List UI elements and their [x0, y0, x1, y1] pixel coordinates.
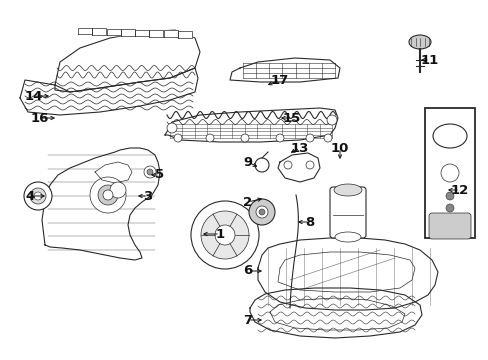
Polygon shape [229, 58, 339, 82]
Circle shape [110, 182, 126, 198]
Circle shape [305, 161, 313, 169]
Text: 15: 15 [282, 112, 301, 125]
Circle shape [103, 190, 113, 200]
Circle shape [254, 158, 268, 172]
Polygon shape [121, 29, 135, 36]
Polygon shape [20, 68, 198, 115]
Text: 5: 5 [155, 168, 164, 181]
Circle shape [24, 182, 52, 210]
Circle shape [305, 134, 313, 142]
Circle shape [440, 164, 458, 182]
Text: 13: 13 [290, 141, 308, 154]
Circle shape [174, 134, 182, 142]
Circle shape [324, 134, 331, 142]
Text: 8: 8 [305, 216, 314, 229]
Text: 3: 3 [143, 189, 152, 202]
Text: 1: 1 [215, 228, 224, 240]
Circle shape [248, 199, 274, 225]
Bar [424, 108, 474, 238]
Polygon shape [178, 31, 192, 37]
Circle shape [445, 204, 453, 212]
FancyBboxPatch shape [428, 213, 470, 239]
Polygon shape [164, 108, 337, 142]
Text: 14: 14 [25, 90, 43, 103]
Ellipse shape [334, 232, 360, 242]
Polygon shape [278, 153, 319, 182]
Text: 11: 11 [420, 54, 438, 67]
Polygon shape [163, 30, 177, 37]
Circle shape [205, 134, 214, 142]
Polygon shape [258, 238, 437, 310]
Polygon shape [78, 28, 92, 34]
Circle shape [143, 166, 156, 178]
Polygon shape [149, 30, 163, 36]
Text: 10: 10 [330, 141, 348, 154]
Circle shape [98, 185, 118, 205]
Text: 17: 17 [270, 73, 288, 86]
Polygon shape [42, 148, 160, 260]
Polygon shape [106, 29, 121, 35]
Text: 9: 9 [243, 156, 252, 168]
Circle shape [275, 134, 284, 142]
Circle shape [215, 225, 235, 245]
Polygon shape [55, 30, 200, 92]
Circle shape [201, 211, 248, 259]
Circle shape [259, 209, 264, 215]
Text: 16: 16 [31, 112, 49, 125]
Polygon shape [249, 288, 421, 338]
Text: 7: 7 [243, 314, 252, 327]
Circle shape [34, 192, 42, 200]
Circle shape [241, 134, 248, 142]
Circle shape [30, 188, 46, 204]
Text: 6: 6 [243, 265, 252, 278]
Ellipse shape [408, 35, 430, 49]
Circle shape [256, 206, 267, 218]
Polygon shape [135, 30, 149, 36]
Circle shape [445, 192, 453, 200]
Ellipse shape [333, 184, 361, 196]
Polygon shape [95, 162, 132, 183]
Ellipse shape [432, 124, 466, 148]
Circle shape [326, 115, 336, 125]
Polygon shape [92, 28, 106, 35]
Text: 4: 4 [25, 189, 35, 202]
Text: 2: 2 [243, 195, 252, 208]
Text: 12: 12 [450, 184, 468, 197]
Circle shape [147, 169, 153, 175]
Circle shape [90, 177, 126, 213]
Circle shape [284, 161, 291, 169]
Circle shape [167, 123, 177, 133]
FancyBboxPatch shape [329, 187, 365, 238]
Circle shape [191, 201, 259, 269]
